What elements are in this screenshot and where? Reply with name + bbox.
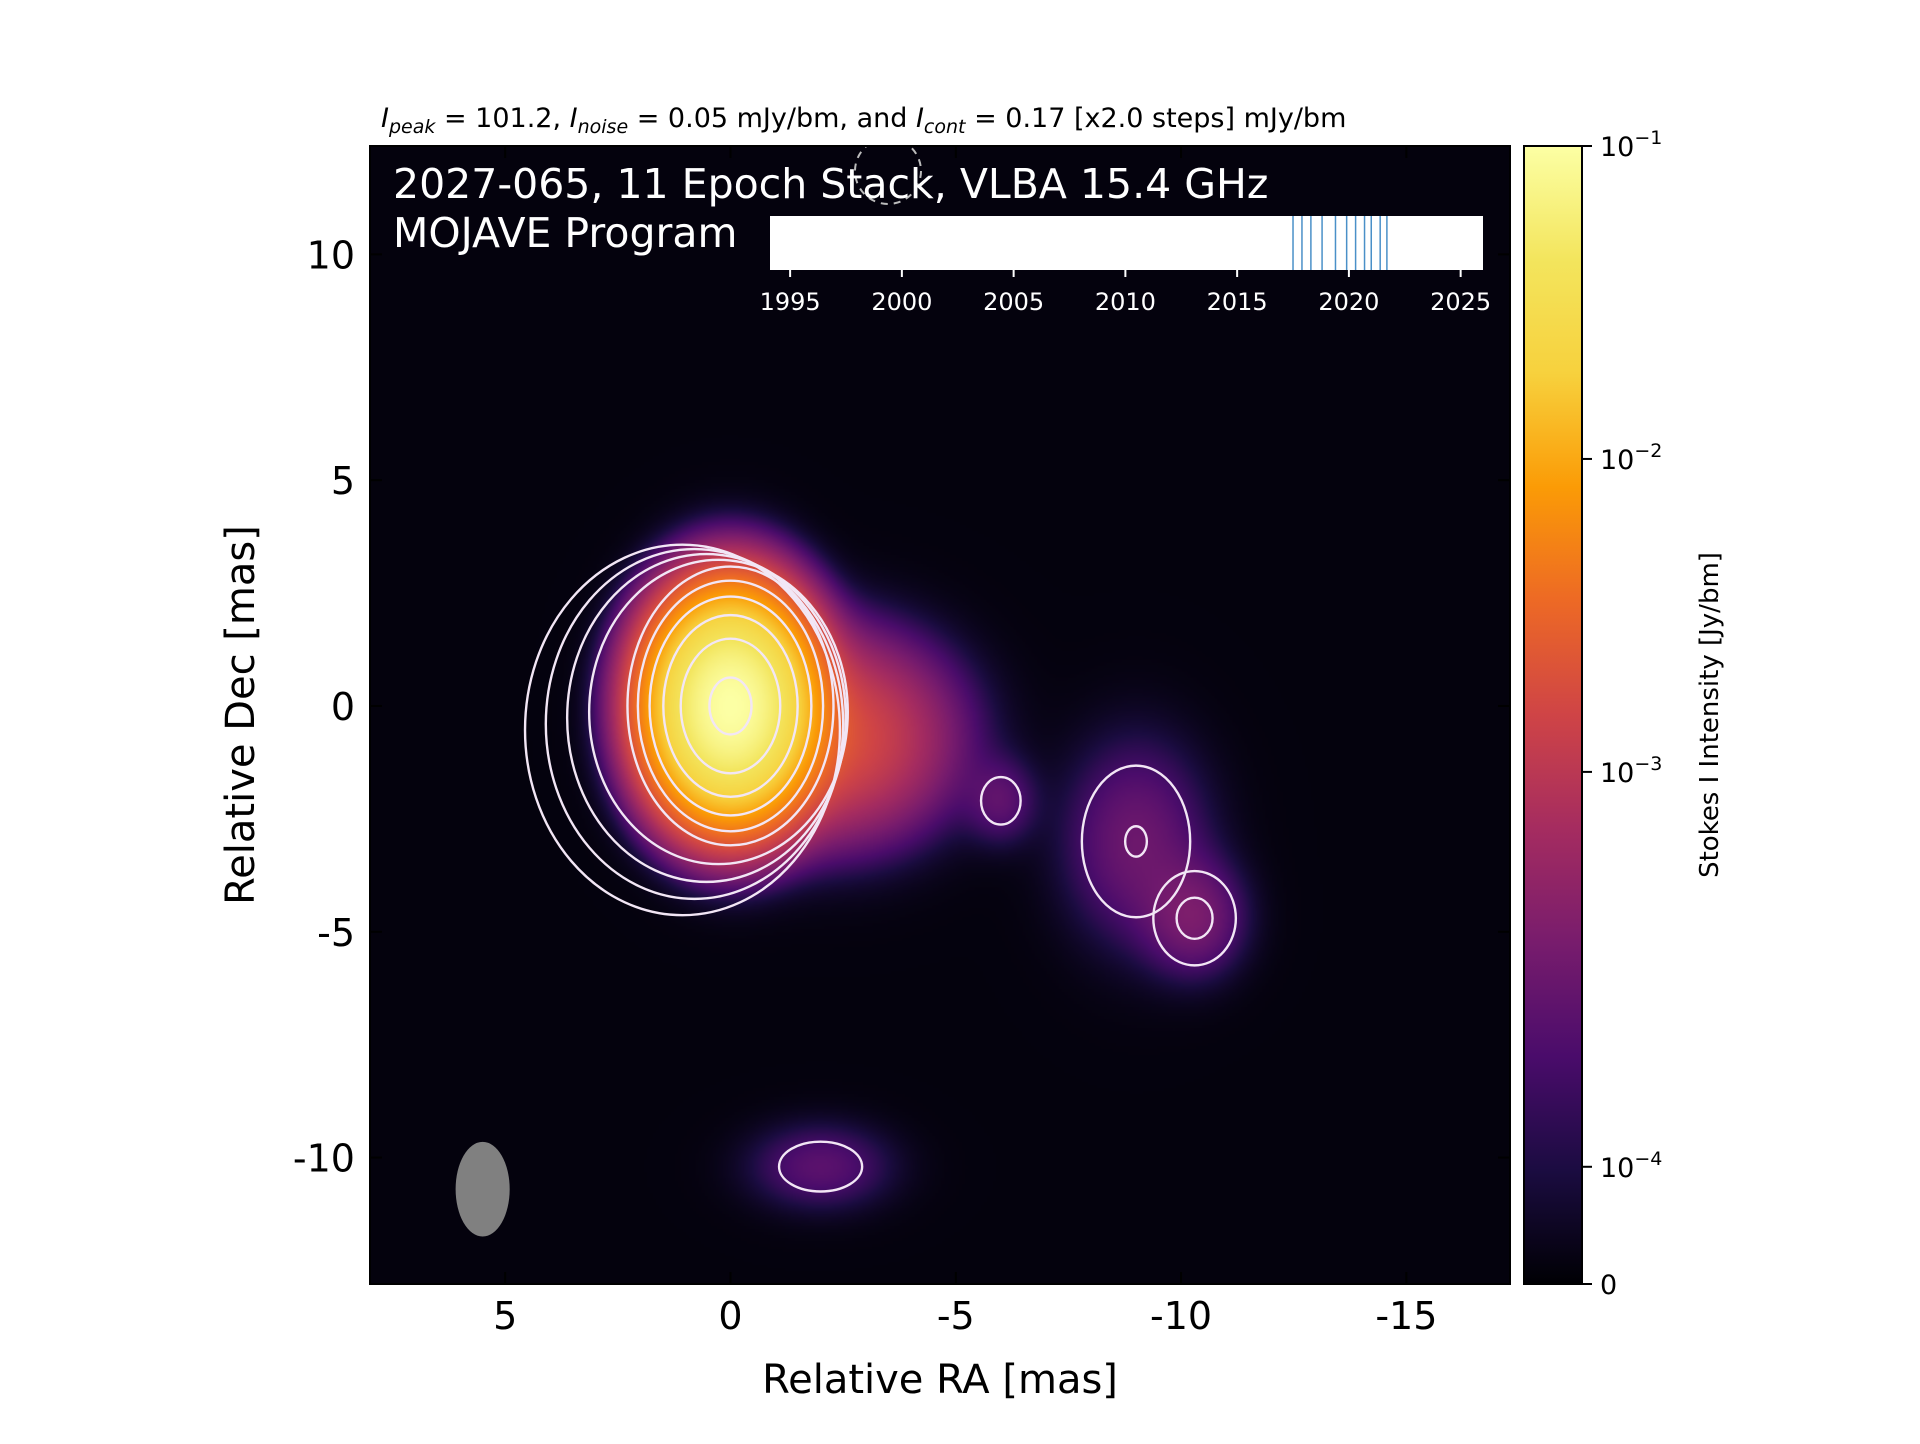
y-tick-label: 5 (331, 459, 355, 503)
timeline-tick-label: 2010 (1095, 288, 1156, 316)
contour-ring (1080, 764, 1192, 919)
contour-ring (777, 1140, 864, 1193)
epoch-lines (1292, 216, 1388, 270)
plot-frame (369, 145, 1511, 1285)
colorbar-tick-label: 10−1 (1600, 127, 1662, 163)
contour-ring (708, 676, 753, 736)
timeline-tick-label: 2005 (983, 288, 1044, 316)
colorbar-ticks: 10−1 10−2 10−3 10−4 0 (1582, 127, 1662, 1301)
contour-ring (1123, 825, 1149, 858)
contour-ring (1152, 869, 1238, 967)
marker-circle (854, 146, 922, 205)
intensity-heatmap (370, 146, 1510, 1284)
x-tick-label: -5 (937, 1294, 975, 1338)
contour-ring (636, 579, 825, 833)
colorbar-tick-label: 10−4 (1600, 1148, 1662, 1184)
contour-ring (544, 547, 845, 901)
contour-ring (587, 558, 849, 866)
x-tick-label: 0 (718, 1294, 742, 1338)
contour-ring (979, 775, 1022, 826)
timeline-tick-label: 2000 (871, 288, 932, 316)
colorbar-tick-label: 10−3 (1600, 753, 1662, 789)
y-tick-label: -5 (317, 911, 355, 955)
contour-ring (1175, 896, 1214, 940)
x-axis-label: Relative RA [mas] (762, 1357, 1118, 1403)
y-axis-label: Relative Dec [mas] (218, 525, 264, 905)
colorbar-label: Stokes I Intensity [Jy/bm] (1695, 552, 1725, 878)
colorbar-tick-label: 0 (1600, 1270, 1617, 1301)
y-tick-label: 10 (307, 233, 355, 277)
chart-title: 2027-065, 11 Epoch Stack, VLBA 15.4 GHz (393, 160, 1268, 208)
timeline-tick-label: 2020 (1318, 288, 1379, 316)
contour-ring (662, 613, 799, 799)
y-tick-label: -10 (293, 1137, 355, 1181)
x-tick-label: -10 (1150, 1294, 1212, 1338)
colorbar-gradient (1523, 145, 1583, 1285)
contour-ring (565, 552, 847, 884)
contour-ring (523, 543, 842, 917)
timeline-box (770, 216, 1483, 270)
x-tick-label: -15 (1375, 1294, 1437, 1338)
x-tick-label: 5 (493, 1294, 517, 1338)
y-tick-label: 0 (331, 685, 355, 729)
timeline-tick-label: 2015 (1207, 288, 1268, 316)
contour-ring (679, 637, 782, 775)
chart-header: Ipeak = 101.2, Inoise = 0.05 mJy/bm, and… (381, 103, 1346, 138)
colorbar: 10−1 10−2 10−3 10−4 0 Stokes I Intensity [Jy… (1523, 127, 1725, 1301)
contour-ring (626, 565, 835, 847)
chart-subtitle: MOJAVE Program (393, 209, 737, 257)
beam-ellipse (455, 1141, 510, 1237)
timeline-tick-label: 2025 (1430, 288, 1491, 316)
contour-ring (648, 595, 813, 817)
contour-layer (523, 543, 1238, 1193)
timeline-axis: 1995 2000 2005 2010 2015 2020 2025 (760, 270, 1491, 316)
x-axis: 5 0 -5 -10 -15 (493, 146, 1437, 1338)
y-axis: 10 5 0 -5 -10 (293, 233, 1510, 1181)
epoch-timeline: 1995 2000 2005 2010 2015 2020 2025 (760, 216, 1491, 316)
plot-area: 2027-065, 11 Epoch Stack, VLBA 15.4 GHz … (369, 145, 1511, 1285)
colorbar-tick-label: 10−2 (1600, 440, 1662, 476)
timeline-tick-label: 1995 (760, 288, 821, 316)
